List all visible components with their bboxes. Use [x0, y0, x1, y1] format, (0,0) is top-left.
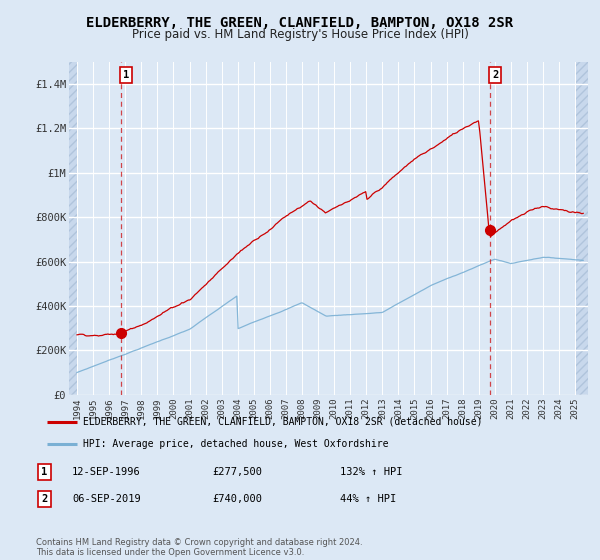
Text: 44% ↑ HPI: 44% ↑ HPI	[340, 494, 396, 504]
Text: 132% ↑ HPI: 132% ↑ HPI	[340, 467, 402, 477]
Bar	[69, 62, 77, 395]
Text: HPI: Average price, detached house, West Oxfordshire: HPI: Average price, detached house, West…	[83, 438, 388, 449]
Text: 12-SEP-1996: 12-SEP-1996	[72, 467, 140, 477]
Text: 1: 1	[123, 70, 129, 80]
Text: 06-SEP-2019: 06-SEP-2019	[72, 494, 140, 504]
Text: 2: 2	[492, 70, 499, 80]
Text: 1: 1	[41, 467, 47, 477]
Text: ELDERBERRY, THE GREEN, CLANFIELD, BAMPTON, OX18 2SR: ELDERBERRY, THE GREEN, CLANFIELD, BAMPTO…	[86, 16, 514, 30]
Text: £740,000: £740,000	[212, 494, 263, 504]
Text: ELDERBERRY, THE GREEN, CLANFIELD, BAMPTON, OX18 2SR (detached house): ELDERBERRY, THE GREEN, CLANFIELD, BAMPTO…	[83, 417, 482, 427]
Text: Price paid vs. HM Land Registry's House Price Index (HPI): Price paid vs. HM Land Registry's House …	[131, 28, 469, 41]
Bar	[575, 62, 588, 395]
Text: Contains HM Land Registry data © Crown copyright and database right 2024.
This d: Contains HM Land Registry data © Crown c…	[36, 538, 362, 557]
Text: 2: 2	[41, 494, 47, 504]
Text: £277,500: £277,500	[212, 467, 263, 477]
